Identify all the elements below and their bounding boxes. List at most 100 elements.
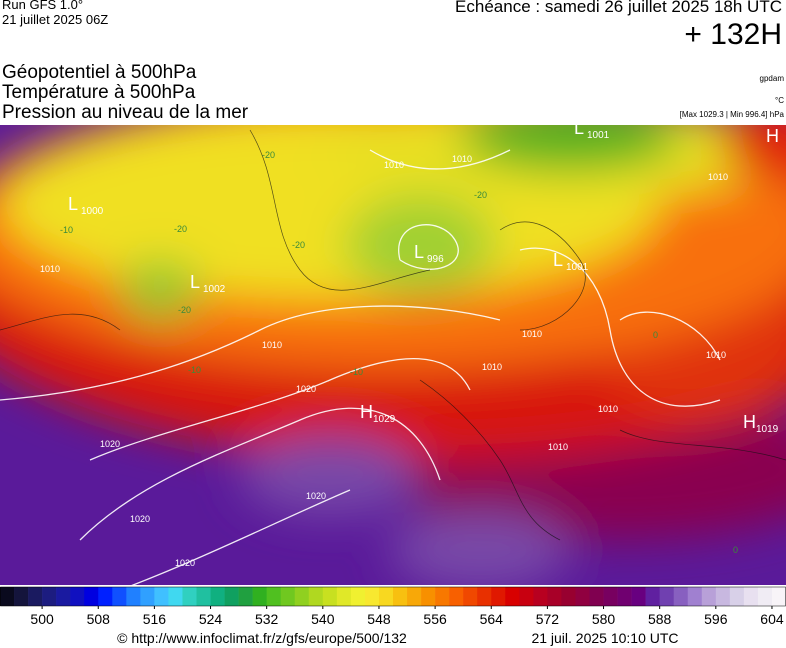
colorbar-swatch: [701, 587, 717, 606]
colorbar-swatch: [280, 587, 296, 606]
colorbar-tick-label: 540: [311, 611, 335, 627]
center-pressure: 1001: [587, 130, 610, 141]
colorbar-swatch: [561, 587, 576, 606]
center-symbol: L: [553, 250, 563, 270]
colorbar-swatch: [252, 587, 267, 606]
colorbar-swatch: [266, 587, 282, 606]
center-pressure: 996: [427, 254, 444, 265]
colorbar-swatch: [477, 587, 492, 606]
center-symbol: H: [766, 126, 779, 146]
colorbar-swatch: [575, 587, 590, 606]
center-pressure: 1029: [373, 414, 396, 425]
unit: gpdam: [759, 74, 784, 83]
colorbar-tick-label: 564: [480, 611, 504, 627]
colorbar-swatch: [533, 587, 548, 606]
colorbar-swatch: [42, 587, 57, 606]
center-pressure: 1000: [81, 206, 104, 217]
footer-url: © http://www.infoclimat.fr/z/gfs/europe/…: [117, 630, 407, 646]
colorbar-tick-label: 532: [255, 611, 279, 627]
isobar-label: 1010: [522, 329, 542, 339]
colorbar-swatch: [659, 587, 675, 606]
colorbar-swatch: [631, 587, 646, 606]
colorbar-swatch: [210, 587, 225, 606]
colorbar-swatch: [407, 587, 422, 606]
colorbar-swatch: [322, 587, 338, 606]
footer-timestamp: 21 juil. 2025 10:10 UTC: [531, 630, 678, 646]
colorbar-swatch: [336, 587, 352, 606]
temperature-label: -20: [262, 150, 275, 160]
colorbar-swatch: [729, 587, 745, 606]
colorbar-swatch: [449, 587, 464, 606]
colorbar-swatch: [364, 587, 380, 606]
colorbar-tick-label: 580: [592, 611, 616, 627]
isobar-label: 1010: [708, 172, 728, 182]
colorbar-swatch: [463, 587, 478, 606]
colorbar-swatch: [154, 587, 169, 606]
colorbar-swatch: [294, 587, 310, 606]
temperature-label: 0: [653, 330, 658, 340]
colorbar-swatch: [182, 587, 197, 606]
colorbar-swatch: [56, 587, 71, 606]
colorbar-swatch: [547, 587, 562, 606]
isobar-label: 1020: [100, 439, 120, 449]
center-symbol: H: [743, 412, 756, 432]
colorbar-swatch: [224, 587, 239, 606]
temperature-label: 0: [733, 545, 738, 555]
colorbar-tick-label: 596: [704, 611, 728, 627]
colorbar-swatch: [421, 587, 436, 606]
run: Run GFS 1.0°: [2, 0, 84, 12]
colorbar-swatch: [168, 587, 183, 606]
unit: °C: [775, 96, 784, 105]
colorbar-tick-label: 556: [423, 611, 447, 627]
isobar-label: 1010: [706, 350, 726, 360]
colorbar-swatch: [112, 587, 127, 606]
temperature-label: -10: [60, 225, 73, 235]
field: Pression au niveau de la mer: [2, 102, 249, 123]
colorbar-swatch: [98, 587, 113, 606]
isobar-label: 1010: [548, 442, 568, 452]
isobar-label: 1020: [130, 514, 150, 524]
colorbar-swatch: [435, 587, 450, 606]
colorbar-swatch: [757, 587, 773, 606]
isobar-label: 1010: [384, 160, 404, 170]
colorbar-swatch: [687, 587, 703, 606]
colorbar-swatch: [645, 587, 660, 606]
colorbar-swatch: [589, 587, 604, 606]
colorbar-swatch: [673, 587, 689, 606]
isobar-label: 1020: [175, 558, 195, 568]
colorbar-swatch: [350, 587, 366, 606]
pressure-range: [Max 1029.3 | Min 996.4] hPa: [679, 110, 784, 119]
colorbar-swatch: [196, 587, 211, 606]
colorbar-swatch: [126, 587, 141, 606]
colorbar-tick-label: 508: [87, 611, 111, 627]
center-symbol: L: [414, 242, 424, 262]
colorbar-swatch: [519, 587, 534, 606]
colorbar-swatch: [617, 587, 632, 606]
field: Géopotentiel à 500hPa: [2, 62, 197, 83]
colorbar-tick-label: 548: [367, 611, 391, 627]
colorbar-swatch: [505, 587, 520, 606]
temperature-label: -20: [178, 305, 191, 315]
colorbar-tick-label: 516: [143, 611, 167, 627]
isobar-label: 1010: [452, 154, 472, 164]
colorbar-tick-label: 572: [536, 611, 560, 627]
isobar-label: 1010: [482, 362, 502, 372]
isobar-label: 1020: [296, 384, 316, 394]
colorbar-tick-label: 588: [648, 611, 672, 627]
center-symbol: L: [190, 272, 200, 292]
forecast: Echéance : samedi 26 juillet 2025 18h UT…: [455, 0, 782, 16]
isobar-label: 1010: [40, 264, 60, 274]
colorbar-swatch: [378, 587, 394, 606]
colorbar-swatch: [491, 587, 506, 606]
colorbar-swatch: [743, 587, 759, 606]
colorbar-swatch: [14, 587, 29, 606]
isobar-label: 1010: [262, 340, 282, 350]
colorbar-swatch: [0, 587, 15, 606]
center-pressure: 1002: [203, 284, 226, 295]
colorbar-swatch: [771, 587, 786, 606]
center-pressure: 1001: [566, 262, 589, 273]
center-pressure: 1019: [756, 424, 779, 435]
field-shading: [0, 125, 786, 585]
center-symbol: H: [360, 402, 373, 422]
temperature-label: -10: [188, 365, 201, 375]
